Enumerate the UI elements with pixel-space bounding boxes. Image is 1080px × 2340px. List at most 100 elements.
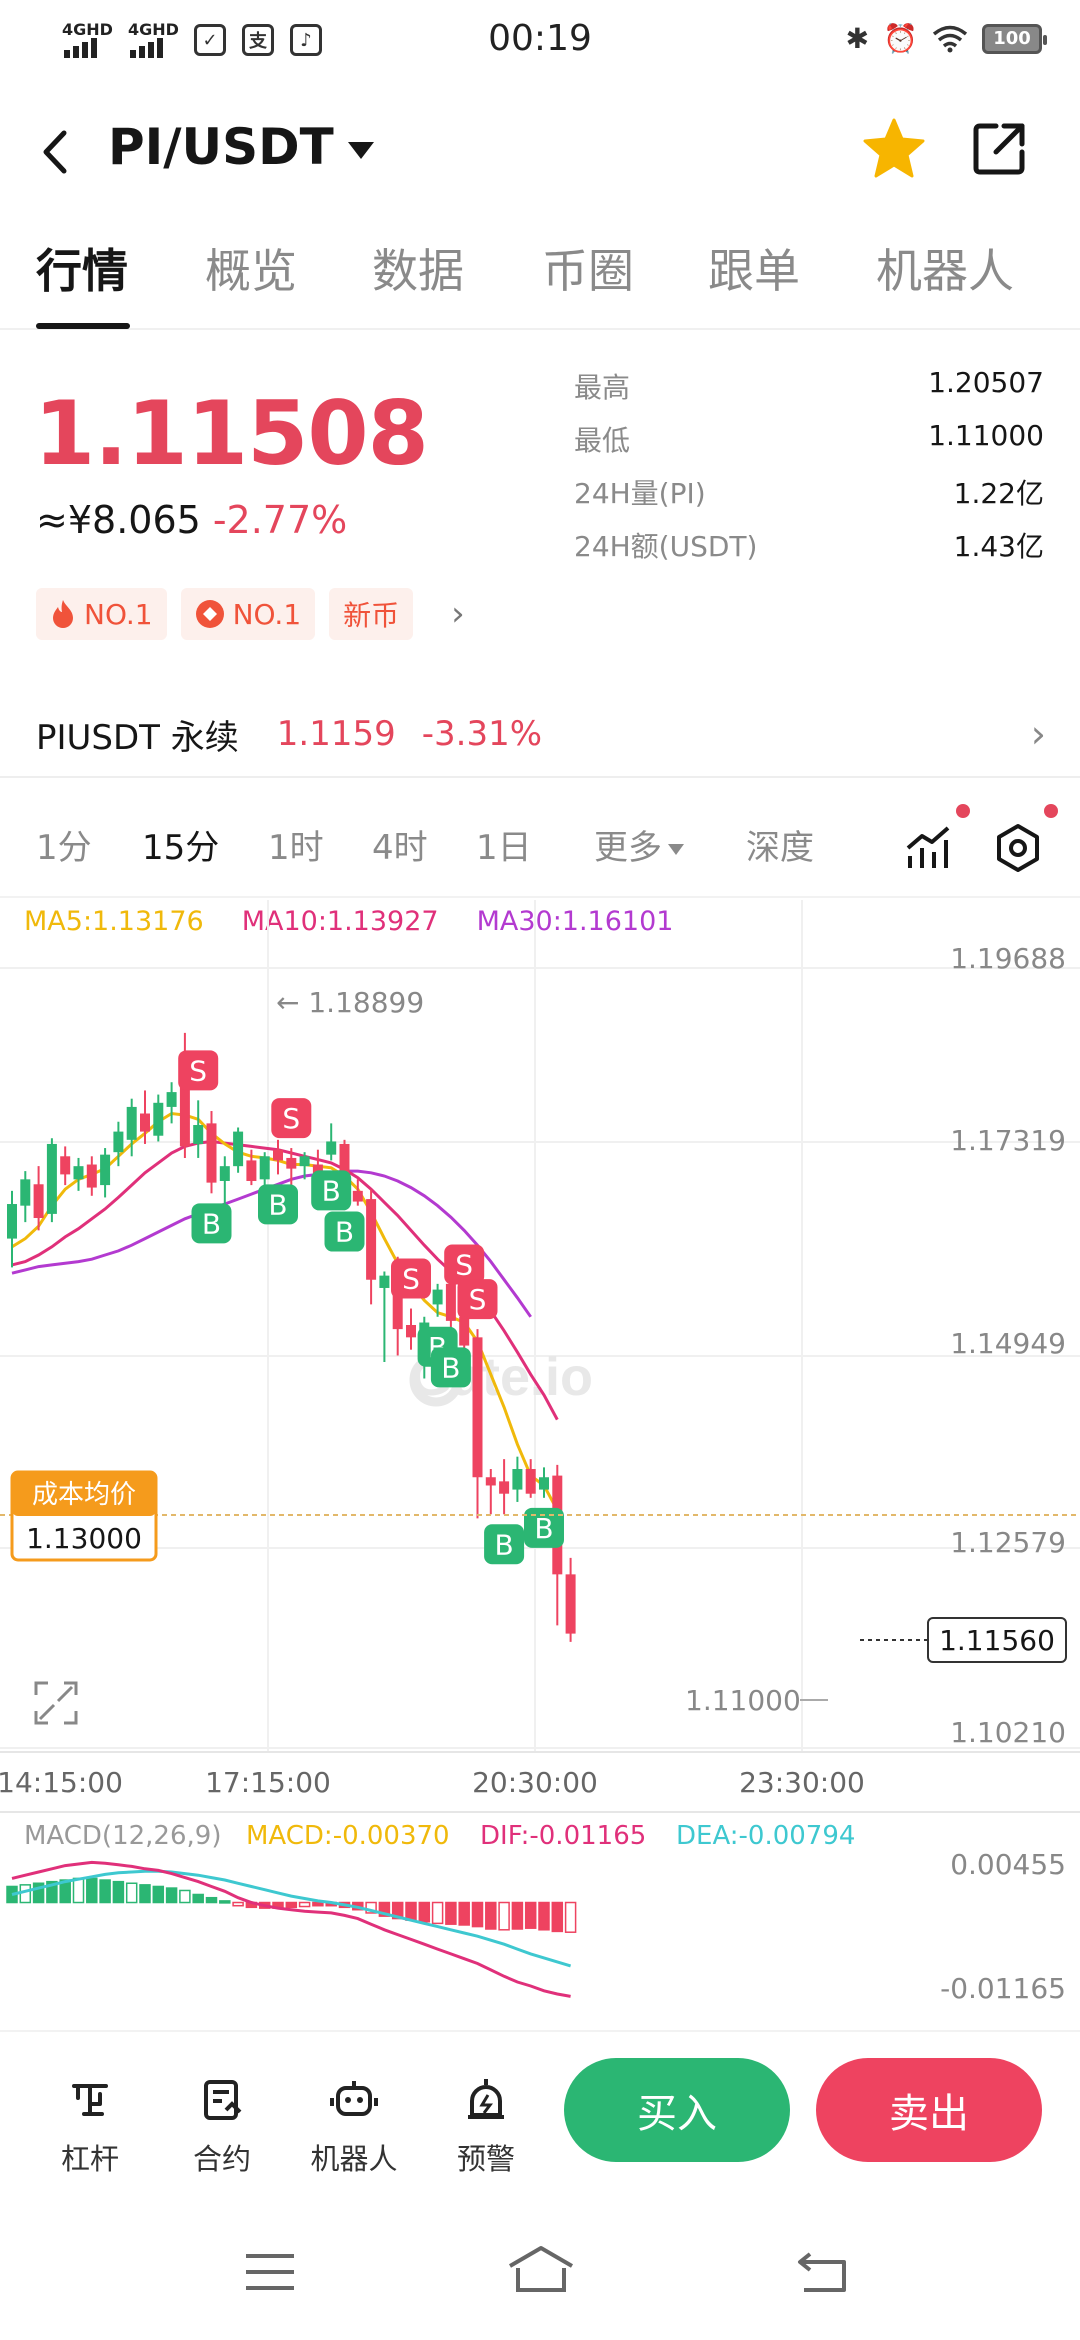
candle-body — [179, 1083, 190, 1147]
interval-depth[interactable]: 深度 — [746, 828, 814, 868]
chevron-right-icon: › — [1030, 712, 1046, 756]
hot-rank-label: NO.1 — [84, 597, 153, 631]
macd-bar — [564, 1901, 577, 1933]
tab-market[interactable]: 行情 — [36, 244, 128, 298]
home-icon[interactable] — [506, 2244, 576, 2294]
rank-circle-icon — [195, 600, 224, 628]
hot-rank-badge[interactable]: NO.1 — [36, 588, 167, 640]
macd-bar — [6, 1885, 18, 1904]
macd-bar — [165, 1887, 178, 1904]
back-nav-icon[interactable] — [796, 2248, 852, 2294]
pair-selector[interactable]: PI/USDT — [108, 118, 374, 176]
menu-icon[interactable] — [244, 2252, 296, 2292]
chevron-right-icon[interactable]: › — [451, 594, 465, 634]
dif-value: DIF:-0.01165 — [480, 1821, 646, 1851]
interval-1m[interactable]: 1分 — [36, 828, 92, 868]
macd-bar — [445, 1901, 457, 1925]
current-price-label: 1.11560 — [939, 1624, 1055, 1657]
divider — [0, 896, 1080, 898]
candle-body — [140, 1113, 150, 1132]
current-price-box — [927, 1617, 1067, 1663]
interval-4h[interactable]: 4时 — [372, 828, 428, 868]
macd-bar — [298, 1901, 311, 1908]
macd-bar — [205, 1896, 218, 1904]
buy-marker — [191, 1203, 232, 1244]
macd-bar — [538, 1901, 550, 1931]
new-coin-badge[interactable]: 新币 — [329, 588, 414, 640]
tab-overview[interactable]: 概览 — [205, 244, 297, 298]
settings-hex-icon[interactable] — [992, 822, 1044, 874]
candle-body — [565, 1574, 576, 1634]
buy-marker — [311, 1170, 352, 1211]
status-bar: 4GHD 4GHD ✓ 支 ♪ 00:19 ✱ ⏰ 100 — [0, 0, 1080, 84]
network-label-2: 4GHD — [128, 20, 179, 39]
candle-body — [73, 1166, 84, 1180]
alert-button[interactable]: 预警 — [436, 2072, 536, 2178]
sell-marker — [178, 1050, 219, 1091]
indicator-chart-icon[interactable] — [902, 822, 954, 874]
tab-community[interactable]: 币圈 — [542, 244, 634, 298]
perpetual-row[interactable]: PIUSDT 永续 1.1159 -3.31% › — [36, 706, 1046, 762]
ma30-line — [11, 1169, 532, 1318]
candle-body — [366, 1199, 377, 1280]
leverage-button[interactable]: 杠杆 — [40, 2072, 140, 2178]
buy-marker-label: B — [202, 1207, 221, 1240]
tab-copy-trade[interactable]: 跟单 — [708, 244, 800, 298]
interval-more[interactable]: 更多 — [594, 820, 684, 869]
status-time: 00:19 — [488, 18, 592, 59]
candle-body — [339, 1143, 350, 1194]
stats-panel: 最高 1.20507 最低 1.11000 24H量(PI) 1.22亿 24H… — [574, 366, 1044, 578]
buy-button[interactable]: 买入 — [564, 2058, 790, 2162]
macd-bar — [99, 1879, 111, 1904]
stat-value: 1.20507 — [928, 366, 1044, 399]
y-tick-label: 1.19688 — [950, 942, 1066, 975]
notification-dot — [956, 804, 970, 818]
interval-1h[interactable]: 1时 — [268, 828, 324, 868]
tab-bot[interactable]: 机器人 — [876, 244, 1014, 298]
macd-legend: MACD(12,26,9) MACD:-0.00370 DIF:-0.01165… — [24, 1821, 855, 1851]
macd-value: MACD:-0.00370 — [246, 1821, 450, 1851]
candle-body — [299, 1156, 310, 1167]
favorite-star-icon[interactable] — [862, 116, 926, 180]
candle-body — [206, 1123, 217, 1183]
caret-down-icon — [347, 141, 374, 159]
macd-bar — [511, 1901, 524, 1930]
contract-button[interactable]: 合约 — [172, 2072, 272, 2178]
share-icon[interactable] — [968, 118, 1030, 180]
cost-box[interactable] — [10, 1470, 158, 1562]
stat-value: 1.43亿 — [953, 530, 1044, 563]
sell-marker-label: S — [402, 1263, 420, 1296]
interval-15m[interactable]: 15分 — [142, 828, 220, 868]
bot-button[interactable]: 机器人 — [304, 2072, 404, 2178]
contract-label: 合约 — [192, 2142, 251, 2176]
gateio-logo — [409, 1353, 463, 1407]
stat-label: 24H量(PI) — [574, 477, 706, 510]
bluetooth-icon: ✱ — [845, 22, 870, 55]
expand-icon[interactable] — [34, 1681, 78, 1725]
battery-icon: 100 — [982, 23, 1047, 54]
macd-bar — [391, 1901, 404, 1920]
gain-rank-badge[interactable]: NO.1 — [180, 588, 316, 640]
bot-label: 机器人 — [310, 2142, 398, 2176]
macd-bar — [325, 1901, 337, 1907]
candle-body — [552, 1475, 563, 1575]
ma-legend: MA5:1.13176 MA10:1.13927 MA30:1.16101 — [24, 906, 673, 937]
buy-marker-label: B — [441, 1351, 460, 1384]
sell-marker — [271, 1098, 312, 1139]
y-tick-label: 1.12579 — [950, 1526, 1066, 1559]
candle-body — [539, 1477, 549, 1490]
flame-icon — [53, 600, 73, 628]
sell-marker — [444, 1244, 485, 1285]
interval-1d[interactable]: 1日 — [476, 828, 532, 868]
candle-body — [525, 1469, 536, 1494]
buy-marker — [324, 1211, 365, 1252]
sell-button[interactable]: 卖出 — [816, 2058, 1042, 2162]
candle-body — [113, 1131, 124, 1153]
y-tick-label: 1.17319 — [950, 1124, 1066, 1157]
tab-data[interactable]: 数据 — [372, 244, 464, 298]
badge-row: NO.1 NO.1 新币 › — [36, 588, 465, 640]
candle-body — [233, 1131, 244, 1167]
macd-bar — [112, 1880, 125, 1904]
back-button[interactable] — [30, 122, 80, 182]
